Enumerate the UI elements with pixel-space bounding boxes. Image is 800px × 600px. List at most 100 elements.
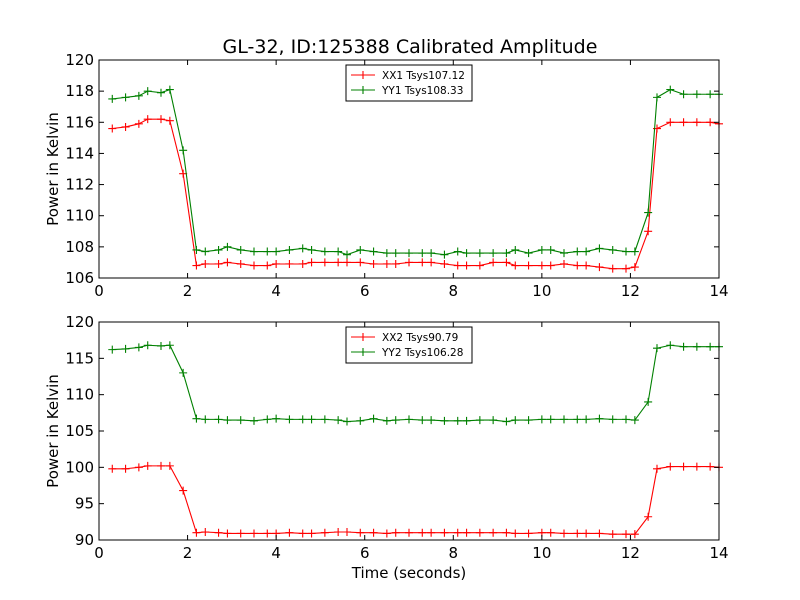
data-point bbox=[630, 247, 639, 256]
data-point bbox=[440, 250, 449, 259]
data-point bbox=[320, 415, 329, 424]
data-point bbox=[502, 528, 511, 537]
data-point bbox=[236, 245, 245, 254]
data-point bbox=[307, 529, 316, 538]
legend-entry: XX2 Tsys90.79 bbox=[351, 332, 458, 344]
x-tick-label: 2 bbox=[183, 282, 193, 300]
data-point bbox=[679, 462, 688, 471]
data-point bbox=[502, 417, 511, 426]
data-point bbox=[343, 417, 351, 426]
data-point bbox=[157, 115, 165, 124]
x-tick-label: 6 bbox=[360, 282, 370, 300]
data-point bbox=[524, 261, 533, 270]
data-point bbox=[201, 259, 210, 268]
legend-entry: YY1 Tsys108.33 bbox=[351, 85, 463, 97]
y-tick-label: 95 bbox=[75, 495, 94, 513]
data-point bbox=[263, 247, 272, 256]
series-line bbox=[112, 344, 719, 423]
series-2 bbox=[108, 341, 723, 426]
data-point bbox=[298, 259, 307, 268]
legend-box bbox=[345, 64, 473, 102]
data-point bbox=[143, 87, 152, 96]
data-point bbox=[134, 119, 143, 128]
data-point bbox=[608, 415, 617, 424]
y-tick-label: 110 bbox=[65, 386, 94, 404]
data-point bbox=[706, 90, 715, 99]
data-point bbox=[382, 529, 391, 538]
data-point bbox=[250, 529, 258, 538]
data-point bbox=[369, 528, 378, 537]
data-point bbox=[143, 461, 152, 470]
y-tick-label: 114 bbox=[65, 144, 94, 162]
data-point bbox=[343, 250, 351, 259]
data-point bbox=[475, 416, 484, 425]
data-point bbox=[489, 528, 498, 537]
x-tick-label: 6 bbox=[360, 544, 370, 562]
data-point bbox=[108, 345, 117, 354]
data-point bbox=[453, 261, 462, 270]
data-point bbox=[382, 416, 391, 425]
data-point bbox=[692, 118, 701, 127]
data-point bbox=[369, 259, 378, 268]
data-point bbox=[524, 529, 533, 538]
data-point bbox=[573, 261, 582, 270]
y-tick-label: 100 bbox=[65, 458, 94, 476]
data-point bbox=[608, 530, 617, 539]
data-point bbox=[475, 249, 484, 258]
series-line bbox=[112, 465, 720, 535]
data-point bbox=[440, 259, 449, 268]
data-point bbox=[223, 258, 232, 267]
data-point bbox=[666, 118, 675, 127]
data-point bbox=[369, 414, 378, 423]
data-point bbox=[179, 146, 188, 155]
data-point bbox=[595, 244, 604, 253]
data-point bbox=[263, 261, 272, 270]
data-point bbox=[343, 258, 351, 267]
data-point bbox=[582, 529, 591, 538]
data-point bbox=[369, 247, 378, 256]
x-tick-label: 2 bbox=[183, 544, 193, 562]
data-point bbox=[630, 263, 639, 272]
data-point bbox=[573, 247, 582, 256]
data-point bbox=[143, 341, 152, 350]
data-point bbox=[622, 247, 630, 256]
series-1 bbox=[108, 115, 723, 273]
data-point bbox=[405, 415, 413, 424]
data-point bbox=[391, 259, 400, 268]
data-point bbox=[356, 258, 365, 267]
data-point bbox=[192, 414, 201, 423]
y-tick-label: 120 bbox=[65, 51, 94, 69]
data-point bbox=[644, 512, 653, 521]
data-point bbox=[223, 242, 232, 251]
data-point bbox=[644, 397, 653, 406]
data-point bbox=[356, 416, 365, 425]
data-point bbox=[334, 528, 343, 537]
data-point bbox=[192, 528, 201, 537]
data-point bbox=[524, 249, 533, 258]
data-point bbox=[511, 245, 520, 254]
data-point bbox=[285, 528, 294, 537]
data-point bbox=[320, 247, 329, 256]
data-point bbox=[692, 90, 701, 99]
data-point bbox=[582, 247, 591, 256]
data-point bbox=[214, 528, 223, 537]
data-point bbox=[440, 416, 449, 425]
data-point bbox=[157, 461, 165, 470]
y-tick-label: 105 bbox=[65, 422, 94, 440]
data-point bbox=[560, 415, 568, 424]
data-point bbox=[653, 464, 661, 473]
legend-entry: XX1 Tsys107.12 bbox=[351, 70, 465, 82]
data-point bbox=[382, 259, 391, 268]
data-point bbox=[263, 529, 272, 538]
x-tick-label: 14 bbox=[709, 282, 728, 300]
x-tick-label: 0 bbox=[94, 282, 104, 300]
data-point bbox=[165, 341, 174, 350]
series-line bbox=[112, 118, 720, 270]
data-point bbox=[272, 259, 281, 268]
data-point bbox=[706, 118, 715, 127]
data-point bbox=[121, 93, 130, 102]
data-point bbox=[537, 415, 546, 424]
data-point bbox=[666, 462, 675, 471]
data-point bbox=[165, 116, 174, 125]
legend: XX1 Tsys107.12 YY1 Tsys108.33 bbox=[345, 64, 473, 102]
